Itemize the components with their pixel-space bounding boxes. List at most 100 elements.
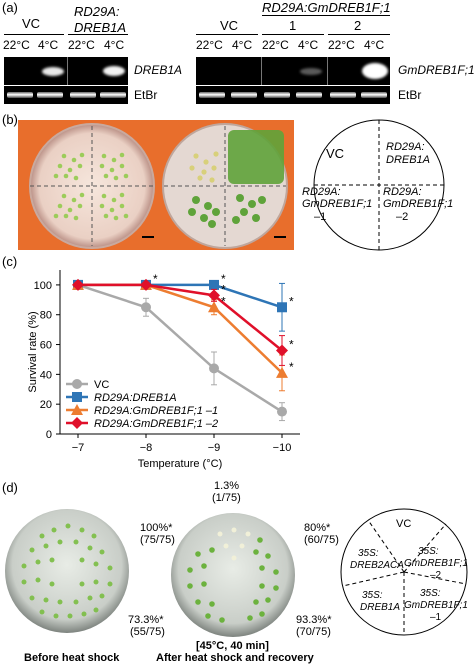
pct-bottom-left-count: (55/75) (130, 626, 165, 638)
data-point (277, 406, 287, 417)
gel-lane-divider (67, 57, 68, 85)
gel-right-gene-label: GmDREB1F;1 (398, 63, 474, 77)
y-tick-label: 0 (46, 429, 52, 441)
legend-label: RD29A:DREB1A (94, 392, 177, 404)
gel-left-dreb1a-blot (4, 57, 128, 85)
plate-map-rd-gm1-3: –1 (314, 211, 327, 223)
gel-right-vc-underline (196, 34, 258, 35)
legend-marker (72, 392, 82, 402)
x-tick-label: −9 (208, 442, 221, 454)
data-point (276, 344, 288, 357)
significance-asterisk: * (289, 294, 294, 308)
caption-after: After heat shock and recovery (156, 652, 314, 664)
legend-marker (71, 417, 83, 429)
pct-top-count: (1/75) (212, 492, 241, 504)
etbr-band (330, 92, 356, 98)
y-axis-title: Survival rate (%) (27, 311, 39, 392)
panel-d-dish-before (5, 509, 129, 633)
gel-right-title-underline (262, 15, 390, 16)
significance-asterisk: * (221, 282, 226, 296)
gel-band (103, 66, 125, 76)
gel-left-temp-3: 22°C (68, 38, 95, 52)
panel-c-label: (c) (2, 254, 18, 269)
gel-left-vc-underline (4, 34, 64, 35)
gel-left-rd-underline (68, 34, 128, 35)
x-axis-title: Temperature (°C) (138, 458, 222, 470)
pct-bottom-left-value: 73.3%* (128, 614, 164, 626)
dish-map-gm1-1: 35S: (420, 588, 441, 599)
series-line (77, 283, 283, 413)
significance-asterisk: * (289, 360, 294, 374)
pct-right-count: (60/75) (304, 534, 339, 546)
legend-marker (72, 379, 82, 389)
plate-map-rd-gm2-3: –2 (396, 211, 409, 223)
heat-condition: [45°C, 40 min] (196, 640, 269, 652)
gel-right-line-1: 1 (289, 18, 297, 33)
gel-right-temp-6: 4°C (364, 38, 385, 52)
plate-photo-before (29, 123, 155, 249)
data-point (208, 289, 220, 302)
gel-left-rd-title-line2: DREB1A (74, 20, 127, 35)
significance-asterisk: * (221, 272, 226, 286)
gel-lane-divider (327, 57, 328, 85)
panel-b-label: (b) (2, 112, 18, 127)
data-point (140, 278, 152, 291)
gel-right-etbr-label: EtBr (398, 88, 422, 102)
gel-band (362, 63, 388, 79)
x-tick-label: −10 (273, 442, 292, 454)
dish-map-gm2-3: –2 (430, 570, 442, 581)
dish-map-gm1-2: GmDREB1F;1 (404, 600, 468, 611)
gel-left-temp-2: 4°C (38, 38, 59, 52)
gel-right-line1-underline (262, 34, 324, 35)
gel-right-gmdreb-blot (196, 57, 390, 85)
data-point (209, 363, 219, 374)
gel-left-gene-label: DREB1A (134, 63, 183, 77)
dish-map-vc: VC (396, 518, 412, 530)
etbr-band (37, 92, 63, 98)
panel-d-label: (d) (2, 480, 18, 495)
data-point (141, 302, 151, 313)
y-tick-label: 20 (40, 399, 52, 411)
panel-a-label: (a) (2, 0, 18, 15)
data-point (276, 366, 288, 378)
plate-photo-after (162, 123, 288, 249)
etbr-band (296, 92, 322, 98)
gel-left-temp-1: 22°C (3, 38, 30, 52)
pct-left-count: (75/75) (140, 534, 175, 546)
gel-right-vc-title: VC (220, 18, 239, 33)
caption-before: Before heat shock (24, 652, 120, 664)
gel-right-temp-3: 22°C (262, 38, 289, 52)
pct-left-value: 100%* (140, 522, 173, 534)
gel-right-title: RD29A:GmDREB1F;1 (262, 0, 391, 15)
etbr-band (361, 92, 387, 98)
gel-right-line-2: 2 (354, 18, 362, 33)
panel-d-plate-map (340, 508, 468, 636)
panel-b-plate-map (313, 119, 445, 251)
gel-left-rd-title-line1: RD29A: (74, 4, 120, 19)
etbr-band (7, 92, 33, 98)
plate-map-vc: VC (326, 146, 345, 161)
y-tick-label: 60 (40, 340, 52, 352)
pct-top-value: 1.3% (214, 480, 240, 492)
data-point (208, 301, 220, 313)
plate-map-rd-gm2-2: GmDREB1F;1 (383, 198, 454, 210)
pct-bottom-right-value: 93.3%* (296, 614, 332, 626)
gel-left-etbr-label: EtBr (134, 88, 158, 102)
dish-map-dreb1a-1: 35S: (362, 590, 383, 601)
etbr-band (70, 92, 96, 98)
dish-map-gm2-1: 35S: (418, 546, 439, 557)
gel-left-temp-4: 4°C (104, 38, 125, 52)
survival-rate-chart: 0 20 40 60 80 100 −7 −8 −9 −10 Temperature (°C) Sur… (27, 270, 300, 470)
x-tick-label: −7 (72, 442, 85, 454)
y-tick-label: 100 (34, 280, 52, 292)
legend-marker (71, 404, 83, 415)
data-point (277, 302, 287, 313)
dish-map-gm1-3: –1 (430, 612, 442, 623)
y-tick-label: 80 (40, 310, 52, 322)
gel-right-line2-underline (328, 34, 390, 35)
gel-left-vc-title: VC (22, 16, 41, 31)
gel-right-temp-2: 4°C (232, 38, 253, 52)
dish-map-dreb2aca-1: 35S: (358, 548, 379, 559)
plate-map-rd-gm1-2: GmDREB1F;1 (302, 198, 373, 210)
gel-left-etbr-blot (4, 86, 128, 104)
